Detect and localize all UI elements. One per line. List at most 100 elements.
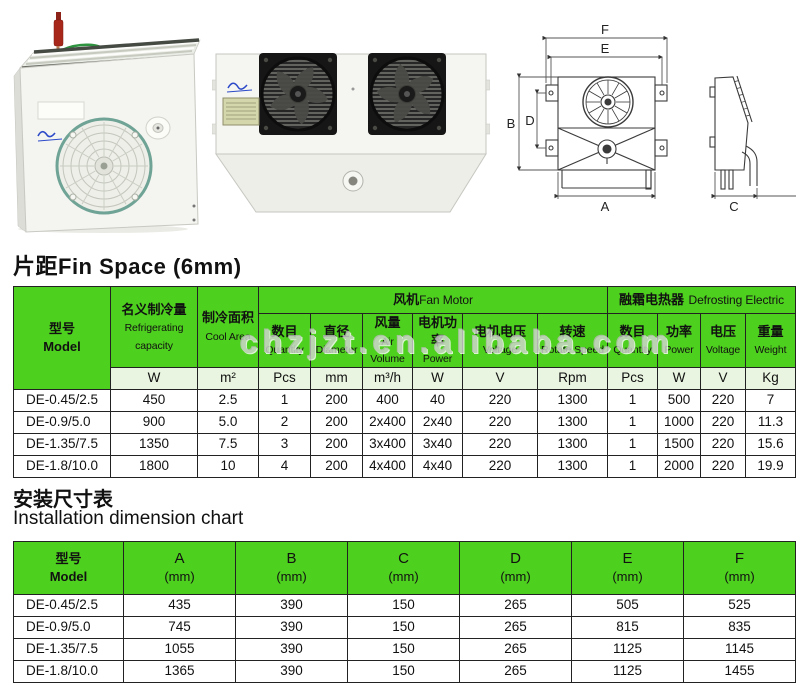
table-cell: 1055: [123, 638, 236, 661]
header-text: 重量: [757, 323, 784, 339]
table-cell: 525: [683, 594, 796, 617]
table-cell: 7.5: [197, 432, 259, 456]
col-header-dim-b: B (mm): [235, 541, 348, 595]
header-text: (mm): [724, 569, 755, 584]
table-cell: 450: [110, 388, 198, 412]
table-cell: 900: [110, 410, 198, 434]
table-cell: 200: [310, 432, 363, 456]
table-cell: 265: [459, 616, 572, 639]
col-header-diameter: 直径 Diameter: [310, 313, 363, 368]
col-header-motor-power: 电机功率 Power: [412, 313, 463, 368]
table-cell: 3: [258, 432, 311, 456]
table-cell: 265: [459, 594, 572, 617]
unit-cell: m²: [197, 366, 259, 390]
mount-tab: [212, 79, 217, 91]
col-header-dim-a: A (mm): [123, 541, 236, 595]
header-text: E: [622, 550, 633, 568]
table-cell: 1300: [537, 388, 608, 412]
fan-icon: [259, 53, 337, 135]
table-cell: 265: [459, 660, 572, 683]
header-text: 直径: [323, 323, 350, 339]
header-text: A: [174, 550, 185, 568]
unit-cell: W: [110, 366, 198, 390]
header-text: 电机电压: [473, 323, 526, 339]
table-cell: 505: [571, 594, 684, 617]
col-header-motor-voltage: 电机电压 Voltage: [462, 313, 538, 368]
header-text: B: [286, 550, 297, 568]
table-cell: 1: [258, 388, 311, 412]
table-row: DE-1.35/7.5 1350 7.5 3 200 3x400 3x40 220 1300 1 1…: [13, 432, 796, 456]
unit-cell: V: [700, 366, 746, 390]
col-header-fan-quantity: 数目 Quantity: [258, 313, 311, 368]
table-cell: 1300: [537, 410, 608, 434]
table-cell: DE-1.35/7.5: [13, 638, 124, 661]
table-cell: 4x40: [412, 454, 463, 478]
table-cell: 390: [235, 638, 348, 661]
table-row: DE-0.45/2.5 450 2.5 1 200 400 40 220 1300 1 500 220…: [13, 388, 796, 412]
table-cell: 220: [700, 388, 746, 412]
brand-logo: [226, 82, 253, 93]
header-text: 转速: [559, 323, 586, 339]
dim-label-f: F: [601, 22, 609, 37]
table-cell: DE-1.8/10.0: [13, 660, 124, 683]
table-cell: 500: [657, 388, 701, 412]
unit-cell: mm: [310, 366, 363, 390]
evaporator-unit-front: [212, 53, 490, 213]
table-cell: 745: [123, 616, 236, 639]
table-cell: DE-0.45/2.5: [13, 594, 124, 617]
header-text: Diameter: [315, 344, 358, 357]
col-header-dim-c: C (mm): [347, 541, 460, 595]
table-row: DE-1.35/7.5 1055 390 150 265 1125 1145: [13, 638, 796, 661]
group-header-defrosting-electric: 融霜电热器 Defrosting Electric: [607, 286, 796, 314]
unit-cell: Pcs: [258, 366, 311, 390]
table-cell: 400: [362, 388, 413, 412]
table-cell: 1350: [110, 432, 198, 456]
table-cell: 1: [607, 388, 658, 412]
header-text: Power: [422, 353, 453, 366]
side-view-drawing: [709, 75, 758, 190]
side-vent-dot: [192, 204, 196, 208]
table-cell: 2x400: [362, 410, 413, 434]
table-cell: 220: [462, 410, 538, 434]
table-cell: 815: [571, 616, 684, 639]
table-row: DE-1.8/10.0 1365 390 150 265 1125 1455: [13, 660, 796, 683]
dimension-labels: F E B D A C: [507, 22, 739, 214]
header-text: D: [510, 550, 521, 568]
header-text: Defrosting Electric: [688, 293, 785, 308]
col-header-model: 型号 Model: [13, 286, 111, 390]
table-cell: DE-1.35/7.5: [13, 432, 111, 456]
header-text: Air Volume: [370, 335, 405, 366]
unit-cell: Kg: [745, 366, 796, 390]
table-cell: 220: [700, 410, 746, 434]
table-cell: 11.3: [745, 410, 796, 434]
table-cell: 200: [310, 410, 363, 434]
header-text: Quantity: [613, 344, 652, 357]
header-text: Voltage: [482, 344, 518, 357]
rating-plate: [222, 97, 260, 126]
table-cell: DE-0.45/2.5: [13, 388, 111, 412]
header-text: 制冷面积: [201, 310, 254, 326]
front-view-drawing: [545, 76, 668, 190]
table-cell: 1: [607, 454, 658, 478]
header-text: (mm): [276, 569, 307, 584]
table-cell: 220: [462, 388, 538, 412]
dim-label-b: B: [507, 116, 516, 131]
table-cell: 220: [462, 454, 538, 478]
header-text: Fan Motor: [419, 293, 473, 308]
header-text: 型号: [48, 321, 75, 337]
table-cell: 220: [700, 454, 746, 478]
header-text: Weight: [754, 344, 787, 357]
col-header-model: 型号 Model: [13, 541, 124, 595]
table-cell: 4x400: [362, 454, 413, 478]
header-text: 名义制冷量: [121, 301, 187, 317]
table-cell: 390: [235, 594, 348, 617]
table-cell: 390: [235, 616, 348, 639]
table-cell: 1300: [537, 454, 608, 478]
col-header-weight: 重量 Weight: [745, 313, 796, 368]
table-cell: 390: [235, 660, 348, 683]
table-cell: 1: [607, 432, 658, 456]
header-text: 风量: [374, 315, 401, 330]
col-header-rotate-speed: 转速 Rotate Speed: [537, 313, 608, 368]
fan-grille-icon: [55, 117, 153, 215]
mount-tab: [485, 79, 490, 91]
